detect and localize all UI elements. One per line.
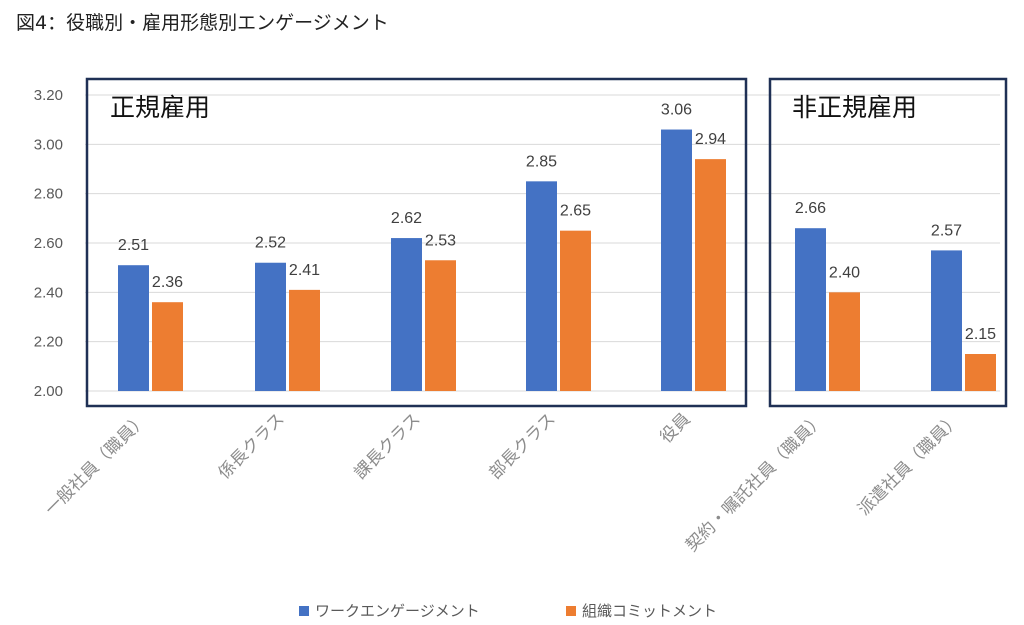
y-tick-label: 3.00 <box>34 136 63 153</box>
y-tick-label: 2.60 <box>34 235 63 252</box>
category-label: 契約・嘱託社員（職員） <box>682 409 828 555</box>
group-label: 正規雇用 <box>110 93 210 122</box>
bar-engagement <box>661 129 692 392</box>
group-box <box>768 77 1008 408</box>
data-label: 2.94 <box>695 131 726 148</box>
group-label: 非正規雇用 <box>792 93 917 122</box>
data-label: 2.51 <box>118 237 149 254</box>
bar-commitment <box>965 354 996 391</box>
bar-engagement <box>391 238 422 391</box>
data-labels: 2.51 2.52 2.62 2.85 3.06 2.66 2.57 2.36 2.41 2.53… <box>118 102 996 343</box>
data-label: 2.57 <box>931 222 962 239</box>
bar-engagement <box>795 228 826 391</box>
y-tick-label: 2.20 <box>34 334 63 351</box>
bar-commitment <box>425 260 456 391</box>
y-tick-label: 2.40 <box>34 284 63 301</box>
bar-commitment <box>560 230 591 391</box>
data-label: 2.36 <box>152 274 183 291</box>
category-label: 一般社員（職員） <box>41 409 151 519</box>
data-label: 2.40 <box>829 264 860 281</box>
bar-engagement <box>118 265 149 391</box>
bar-engagement <box>255 262 286 391</box>
legend-label: 組織コミットメント <box>582 602 717 620</box>
bars <box>118 129 996 392</box>
legend-swatch <box>566 606 576 616</box>
data-label: 2.85 <box>526 153 557 170</box>
category-label: 課長クラス <box>351 409 425 483</box>
category-label: 役員 <box>656 409 694 447</box>
data-label: 2.62 <box>391 210 422 227</box>
category-label: 派遣社員（職員） <box>854 409 964 519</box>
bar-commitment <box>289 289 320 391</box>
data-label: 3.06 <box>661 102 692 119</box>
data-label: 2.66 <box>795 200 826 217</box>
bar-commitment <box>695 159 726 391</box>
group-box <box>85 77 748 408</box>
data-label: 2.15 <box>965 326 996 343</box>
data-label: 2.53 <box>425 232 456 249</box>
figure-title: 図4：役職別・雇用形態別エンゲージメント <box>16 12 389 34</box>
category-label: 部長クラス <box>486 409 560 483</box>
legend: ワークエンゲージメント 組織コミットメント <box>299 602 717 620</box>
bar-engagement <box>526 181 557 391</box>
legend-label: ワークエンゲージメント <box>315 602 480 620</box>
data-label: 2.52 <box>255 235 286 252</box>
y-axis-ticks: 2.00 2.20 2.40 2.60 2.80 3.00 3.20 <box>34 87 63 400</box>
y-tick-label: 2.00 <box>34 383 63 400</box>
bar-engagement <box>931 250 962 391</box>
y-tick-label: 2.80 <box>34 186 63 203</box>
category-label: 係長クラス <box>215 409 289 483</box>
group-boxes: 正規雇用 非正規雇用 <box>85 77 1008 408</box>
data-label: 2.65 <box>560 203 591 220</box>
y-tick-label: 3.20 <box>34 87 63 104</box>
data-label: 2.41 <box>289 262 320 279</box>
bar-commitment <box>829 292 860 391</box>
legend-swatch <box>299 606 309 616</box>
bar-commitment <box>152 302 183 391</box>
